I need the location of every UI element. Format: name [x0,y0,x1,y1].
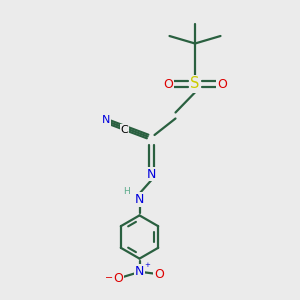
Text: C: C [121,124,128,135]
Text: N: N [135,265,144,278]
Text: O: O [163,77,173,91]
Text: N: N [147,167,156,181]
Text: +: + [144,262,150,268]
Text: O: O [113,272,123,285]
Text: N: N [135,193,144,206]
Text: −: − [105,273,113,283]
Text: S: S [190,76,200,92]
Text: H: H [123,187,129,196]
Text: N: N [102,115,111,125]
Text: O: O [154,268,164,281]
Text: O: O [217,77,227,91]
